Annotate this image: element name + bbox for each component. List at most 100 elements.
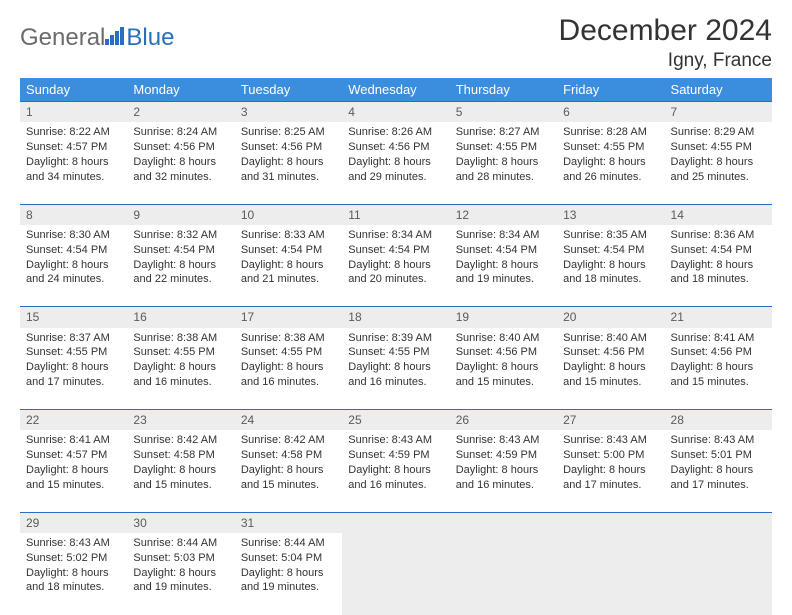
day-cell: Sunrise: 8:29 AMSunset: 4:55 PMDaylight:… [665,122,772,204]
sunset-text: Sunset: 5:02 PM [26,551,121,566]
day-cell: Sunrise: 8:24 AMSunset: 4:56 PMDaylight:… [127,122,234,204]
sunset-text: Sunset: 4:59 PM [456,448,551,463]
weekday-header: Friday [557,78,664,102]
daylight-text: Daylight: 8 hours and 34 minutes. [26,155,121,185]
sunset-text: Sunset: 4:56 PM [563,345,658,360]
day-number: 15 [20,307,127,328]
day-number: 17 [235,307,342,328]
daylight-text: Daylight: 8 hours and 18 minutes. [671,258,766,288]
weekday-header: Tuesday [235,78,342,102]
weekday-header: Thursday [450,78,557,102]
sunrise-text: Sunrise: 8:43 AM [671,433,766,448]
day-cell: Sunrise: 8:34 AMSunset: 4:54 PMDaylight:… [450,225,557,307]
daynum-row: 1234567 [20,102,772,123]
daylight-text: Daylight: 8 hours and 16 minutes. [348,463,443,493]
day-cell: Sunrise: 8:36 AMSunset: 4:54 PMDaylight:… [665,225,772,307]
sunset-text: Sunset: 4:56 PM [671,345,766,360]
sunset-text: Sunset: 4:58 PM [133,448,228,463]
day-cell: Sunrise: 8:22 AMSunset: 4:57 PMDaylight:… [20,122,127,204]
daylight-text: Daylight: 8 hours and 18 minutes. [26,566,121,596]
sunset-text: Sunset: 5:01 PM [671,448,766,463]
sunset-text: Sunset: 4:56 PM [241,140,336,155]
sunset-text: Sunset: 4:56 PM [133,140,228,155]
daynum-row: 15161718192021 [20,307,772,328]
day-number: 10 [235,204,342,225]
daylight-text: Daylight: 8 hours and 16 minutes. [241,360,336,390]
day-number: 16 [127,307,234,328]
week-row: Sunrise: 8:43 AMSunset: 5:02 PMDaylight:… [20,533,772,615]
day-cell: Sunrise: 8:41 AMSunset: 4:57 PMDaylight:… [20,430,127,512]
sunrise-text: Sunrise: 8:32 AM [133,228,228,243]
weekday-header-row: Sunday Monday Tuesday Wednesday Thursday… [20,78,772,102]
daylight-text: Daylight: 8 hours and 20 minutes. [348,258,443,288]
day-cell: Sunrise: 8:28 AMSunset: 4:55 PMDaylight:… [557,122,664,204]
sunset-text: Sunset: 5:04 PM [241,551,336,566]
sunset-text: Sunset: 4:54 PM [563,243,658,258]
sunset-text: Sunset: 4:55 PM [241,345,336,360]
calendar-table: Sunday Monday Tuesday Wednesday Thursday… [20,78,772,615]
day-number: 2 [127,102,234,123]
sunrise-text: Sunrise: 8:44 AM [241,536,336,551]
daynum-row: 891011121314 [20,204,772,225]
logo-text-blue: Blue [126,24,174,52]
sunset-text: Sunset: 4:59 PM [348,448,443,463]
day-cell: Sunrise: 8:42 AMSunset: 4:58 PMDaylight:… [235,430,342,512]
sunrise-text: Sunrise: 8:42 AM [133,433,228,448]
sunrise-text: Sunrise: 8:44 AM [133,536,228,551]
sunset-text: Sunset: 4:58 PM [241,448,336,463]
sunrise-text: Sunrise: 8:28 AM [563,125,658,140]
week-row: Sunrise: 8:41 AMSunset: 4:57 PM Daylight:… [20,430,772,512]
sunrise-text: Sunrise: 8:33 AM [241,228,336,243]
day-number: 18 [342,307,449,328]
day-cell: Sunrise: 8:30 AMSunset: 4:54 PMDaylight:… [20,225,127,307]
week-row: Sunrise: 8:22 AMSunset: 4:57 PMDaylight:… [20,122,772,204]
day-number: 11 [342,204,449,225]
day-cell: Sunrise: 8:39 AMSunset: 4:55 PMDaylight:… [342,328,449,410]
day-cell: Sunrise: 8:42 AMSunset: 4:58 PMDaylight:… [127,430,234,512]
sunrise-text: Sunrise: 8:26 AM [348,125,443,140]
sunset-text: Sunset: 4:55 PM [133,345,228,360]
logo-text-general: General [20,24,105,52]
title-block: December 2024 Igny, France [559,10,772,72]
sunrise-text: Sunrise: 8:43 AM [456,433,551,448]
day-number: 31 [235,512,342,533]
day-number: 30 [127,512,234,533]
day-number: 3 [235,102,342,123]
daylight-text: Daylight: 8 hours and 17 minutes. [671,463,766,493]
day-number: 23 [127,410,234,431]
day-cell: Sunrise: 8:33 AMSunset: 4:54 PMDaylight:… [235,225,342,307]
sunset-text: Sunset: 4:54 PM [26,243,121,258]
day-number: 9 [127,204,234,225]
daylight-text: Daylight: 8 hours and 31 minutes. [241,155,336,185]
sunrise-text: Sunrise: 8:34 AM [456,228,551,243]
sunset-text: Sunset: 4:56 PM [348,140,443,155]
daylight-text: Daylight: 8 hours and 26 minutes. [563,155,658,185]
day-cell [342,533,449,615]
sunrise-text: Sunrise: 8:39 AM [348,331,443,346]
week-row: Sunrise: 8:37 AMSunset: 4:55 PMDaylight:… [20,328,772,410]
day-number: 6 [557,102,664,123]
day-cell: Sunrise: 8:25 AMSunset: 4:56 PMDaylight:… [235,122,342,204]
sunset-text: Sunset: 4:57 PM [26,448,121,463]
day-number: 13 [557,204,664,225]
logo-bars-icon [105,27,124,45]
day-cell: Sunrise: 8:43 AMSunset: 4:59 PMDaylight:… [450,430,557,512]
day-cell: Sunrise: 8:27 AMSunset: 4:55 PMDaylight:… [450,122,557,204]
day-cell: Sunrise: 8:43 AMSunset: 5:01 PMDaylight:… [665,430,772,512]
day-cell [557,533,664,615]
day-cell: Sunrise: 8:41 AMSunset: 4:56 PMDaylight:… [665,328,772,410]
day-number: 24 [235,410,342,431]
sunrise-text: Sunrise: 8:41 AM [26,433,121,448]
day-number: 14 [665,204,772,225]
month-title: December 2024 [559,14,772,48]
daylight-text: Daylight: 8 hours and 19 minutes. [133,566,228,596]
daylight-text: Daylight: 8 hours and 15 minutes. [671,360,766,390]
day-number: 5 [450,102,557,123]
sunrise-text: Sunrise: 8:38 AM [241,331,336,346]
sunrise-text: Sunrise: 8:29 AM [671,125,766,140]
daylight-text: Daylight: 8 hours and 15 minutes. [241,463,336,493]
sunrise-text: Sunrise: 8:41 AM [671,331,766,346]
sunset-text: Sunset: 5:00 PM [563,448,658,463]
day-number [665,512,772,533]
day-cell: Sunrise: 8:44 AMSunset: 5:03 PMDaylight:… [127,533,234,615]
